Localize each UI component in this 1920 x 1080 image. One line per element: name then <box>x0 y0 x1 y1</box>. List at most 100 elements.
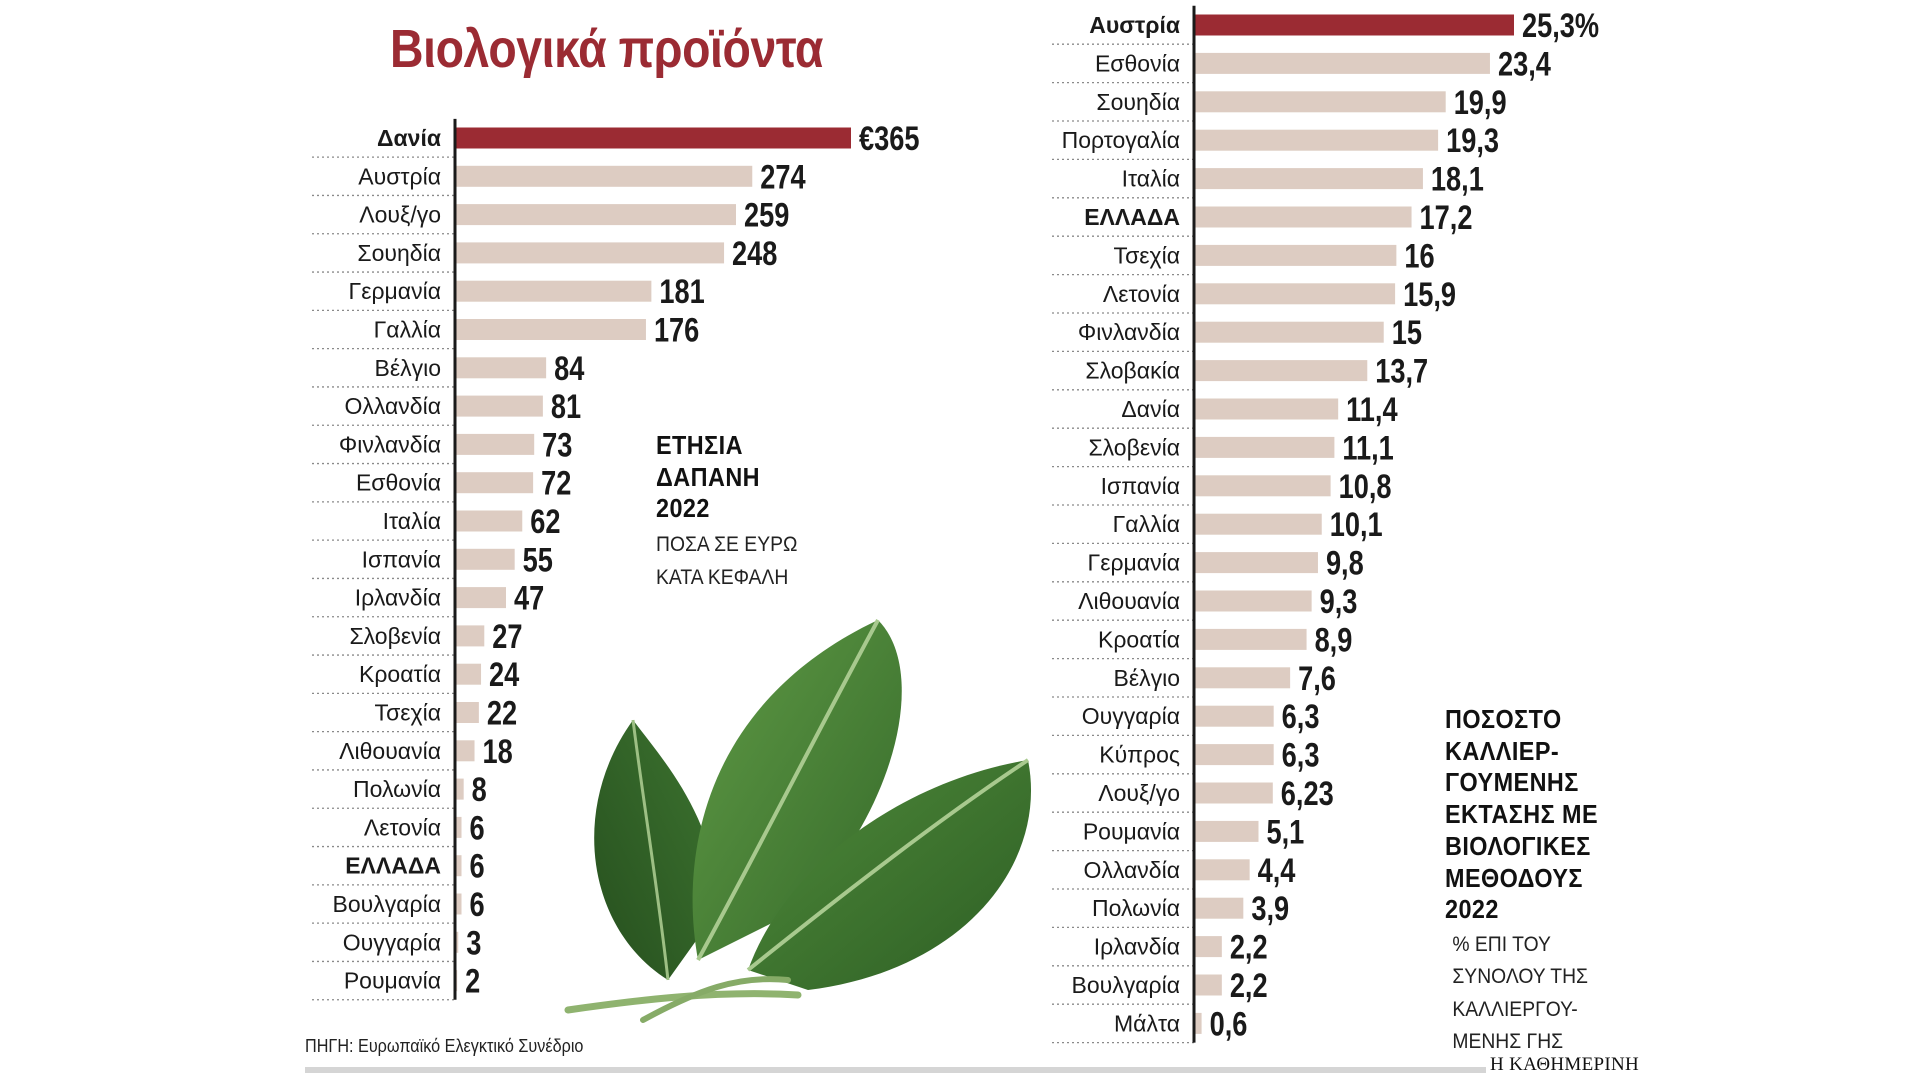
land-share-category-label: Ιταλία <box>1122 166 1180 192</box>
spending-value-label: 259 <box>744 196 789 235</box>
land-share-value-label: 6,3 <box>1282 736 1320 775</box>
land-share-bar <box>1194 552 1318 574</box>
land-share-category-label: Εσθονία <box>1095 50 1180 76</box>
land-share-bar <box>1194 782 1273 804</box>
land-share-bar <box>1194 897 1244 919</box>
spending-value-label: 47 <box>514 579 544 618</box>
spending-category-label: Ολλανδία <box>344 393 441 419</box>
spending-category-label: Σουηδία <box>357 240 441 266</box>
spending-category-label: Εσθονία <box>356 470 441 496</box>
land-share-value-label: 19,9 <box>1454 83 1507 122</box>
land-share-bar <box>1194 475 1331 497</box>
land-share-value-label: 0,6 <box>1210 1004 1248 1043</box>
land-share-category-label: Σλοβενία <box>1088 434 1180 460</box>
land-share-category-label: Φινλανδία <box>1078 319 1180 345</box>
spending-bar <box>455 702 479 723</box>
spending-bar <box>455 778 464 800</box>
land-share-value-label: 15,9 <box>1403 275 1456 314</box>
spending-category-label: Λετονία <box>364 814 441 840</box>
spending-note: ΕΤΗΣΙΑ ΔΑΠΑΝΗ 2022 ΠΟΣΑ ΣΕ ΕΥΡΩ ΚΑΤΑ ΚΕΦ… <box>656 430 810 592</box>
spending-value-label: 181 <box>659 272 704 311</box>
spending-bar <box>455 357 547 379</box>
land-share-value-label: 8,9 <box>1315 620 1353 659</box>
land-share-value-label: 11,4 <box>1346 390 1397 429</box>
spending-category-label: Σλοβενία <box>349 623 441 649</box>
land-share-bar <box>1194 936 1222 958</box>
spending-value-label: 84 <box>554 349 584 388</box>
spending-category-label: Τσεχία <box>375 700 441 726</box>
land-share-category-label: Ισπανία <box>1101 473 1180 499</box>
land-share-bar <box>1194 513 1322 535</box>
land-share-value-label: 18,1 <box>1431 160 1484 199</box>
spending-bar <box>455 663 482 685</box>
spending-note-line: 2022 <box>656 493 710 524</box>
spending-value-label: 62 <box>530 502 560 541</box>
spending-category-label: Κροατία <box>359 661 441 687</box>
land-share-value-label: 25,3% <box>1522 6 1599 45</box>
land-share-bar <box>1194 628 1307 650</box>
land-share-note-line: ΜΕΘΟΔΟΥΣ <box>1445 862 1583 893</box>
publisher-logo: Η ΚΑΘΗΜΕΡΙΝΗ <box>1486 1054 1644 1076</box>
land-share-category-label: Ολλανδία <box>1083 857 1180 883</box>
spending-bar <box>455 472 534 494</box>
land-share-bar <box>1194 283 1396 305</box>
spending-value-label: 72 <box>541 464 571 503</box>
spending-bar <box>455 587 506 609</box>
land-share-value-label: 6,23 <box>1281 774 1334 813</box>
land-share-value-label: 23,4 <box>1498 44 1551 83</box>
land-share-value-label: 4,4 <box>1258 851 1296 890</box>
spending-value-label: 81 <box>551 387 581 426</box>
land-share-bar <box>1194 398 1339 420</box>
land-share-category-label: Πορτογαλία <box>1062 127 1180 153</box>
spending-value-label: 55 <box>523 540 553 579</box>
spending-bar <box>455 893 462 915</box>
spending-category-label: Λιθουανία <box>339 738 441 764</box>
spending-value-label: 3 <box>466 923 481 962</box>
land-share-note-line: ΓΟΥΜΕΝΗΣ <box>1445 767 1579 798</box>
land-share-category-label: Λετονία <box>1103 281 1180 307</box>
land-share-value-label: 5,1 <box>1267 812 1305 851</box>
land-share-category-label: ΕΛΛΑΔΑ <box>1084 204 1180 230</box>
spending-bar <box>455 242 725 264</box>
spinach-leaves-image <box>564 619 1032 1023</box>
land-share-value-label: 7,6 <box>1298 659 1336 698</box>
spending-bar <box>455 548 515 570</box>
land-share-bar <box>1194 974 1222 996</box>
spending-category-label: Αυστρία <box>358 163 441 189</box>
land-share-bar <box>1194 206 1412 228</box>
land-share-value-label: 19,3 <box>1446 121 1499 160</box>
spending-bar <box>455 855 462 877</box>
source-note: ΠΗΓΗ: Ευρωπαϊκό Ελεγκτικό Συνέδριο <box>305 1036 584 1056</box>
land-share-note-subline: ΜΕΝΗΣ ΓΗΣ <box>1452 1029 1564 1053</box>
land-share-bar <box>1194 436 1335 458</box>
spending-value-label: €365 <box>859 119 919 158</box>
land-share-value-label: 2,2 <box>1230 928 1268 967</box>
land-share-category-label: Κύπρος <box>1099 742 1180 768</box>
spending-bar <box>455 127 851 149</box>
spending-value-label: 18 <box>483 732 513 771</box>
spending-category-label: ΕΛΛΑΔΑ <box>345 853 441 879</box>
spending-bar <box>455 816 462 838</box>
spending-bar <box>455 395 543 417</box>
land-share-chart: Αυστρία 25,3% Εσθονία 23,4 Σουηδία 19,9 Πορτογ… <box>1052 5 1599 1044</box>
land-share-value-label: 15 <box>1392 313 1422 352</box>
spending-category-label: Ιρλανδία <box>355 585 441 611</box>
spending-value-label: 248 <box>732 234 777 273</box>
land-share-note-subline: ΚΑΛΛΙΕΡΓΟΥ- <box>1452 997 1578 1021</box>
land-share-bar <box>1194 1012 1202 1034</box>
spending-bar <box>455 625 485 647</box>
land-share-value-label: 16 <box>1404 236 1434 275</box>
land-share-bar <box>1194 168 1423 190</box>
land-share-bar <box>1194 360 1368 382</box>
land-share-value-label: 9,8 <box>1326 544 1364 583</box>
land-share-bar <box>1194 14 1514 36</box>
land-share-note-subline: ΣΥΝΟΛΟΥ ΤΗΣ <box>1452 965 1588 989</box>
spending-note-line: ΔΑΠΑΝΗ <box>656 461 761 492</box>
spending-category-label: Ισπανία <box>362 546 441 572</box>
land-share-category-label: Βουλγαρία <box>1072 972 1181 998</box>
land-share-category-label: Ρουμανία <box>1083 818 1180 844</box>
spending-value-label: 2 <box>465 962 480 1001</box>
land-share-bar <box>1194 244 1397 266</box>
